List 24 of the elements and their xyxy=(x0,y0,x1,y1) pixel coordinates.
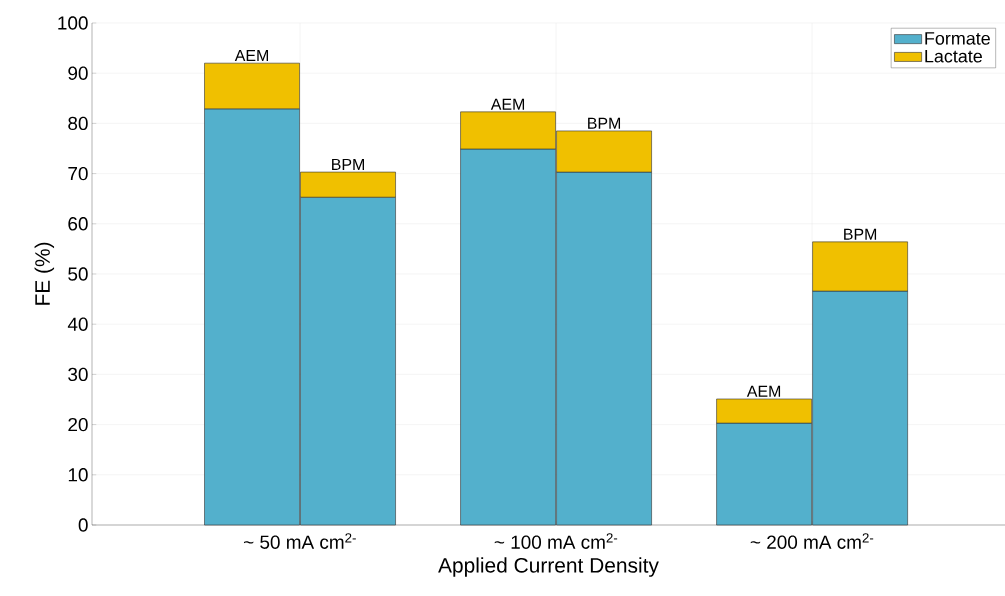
x-tick-label: AEM xyxy=(746,385,781,397)
text: ~ 200 mA cm$^{2-}$ xyxy=(750,533,874,549)
x-tick-label: BPM xyxy=(844,228,877,240)
y-tick-label: 60 xyxy=(68,217,88,231)
x-tick-label: AEM xyxy=(490,98,525,110)
y-tick-label: 80 xyxy=(68,116,88,131)
legend-label: Lactate xyxy=(925,50,982,63)
y-tick-label: 100 xyxy=(58,16,88,30)
text: ~ 100 mA cm$^{2-}$ xyxy=(494,533,618,549)
y-axis-title: FE (%) xyxy=(34,242,55,305)
x-tick-label: BPM xyxy=(588,117,621,129)
text: ~ 50 mA cm$^{2-}$ xyxy=(243,533,356,549)
y-tick-label: 90 xyxy=(68,66,88,80)
x-axis-title: Applied Current Density xyxy=(438,557,659,577)
y-tick-label: 40 xyxy=(67,317,88,331)
x-tick-label: AEM xyxy=(234,49,268,61)
y-tick-label: 0 xyxy=(78,518,88,532)
y-tick-label: 50 xyxy=(68,267,88,281)
y-tick-label: 20 xyxy=(68,417,88,432)
y-tick-label: 30 xyxy=(68,367,88,382)
x-tick-label: BPM xyxy=(332,158,364,170)
legend-label: Formate xyxy=(925,32,990,45)
y-tick-label: 70 xyxy=(68,166,88,181)
y-tick-label: 10 xyxy=(68,468,88,482)
